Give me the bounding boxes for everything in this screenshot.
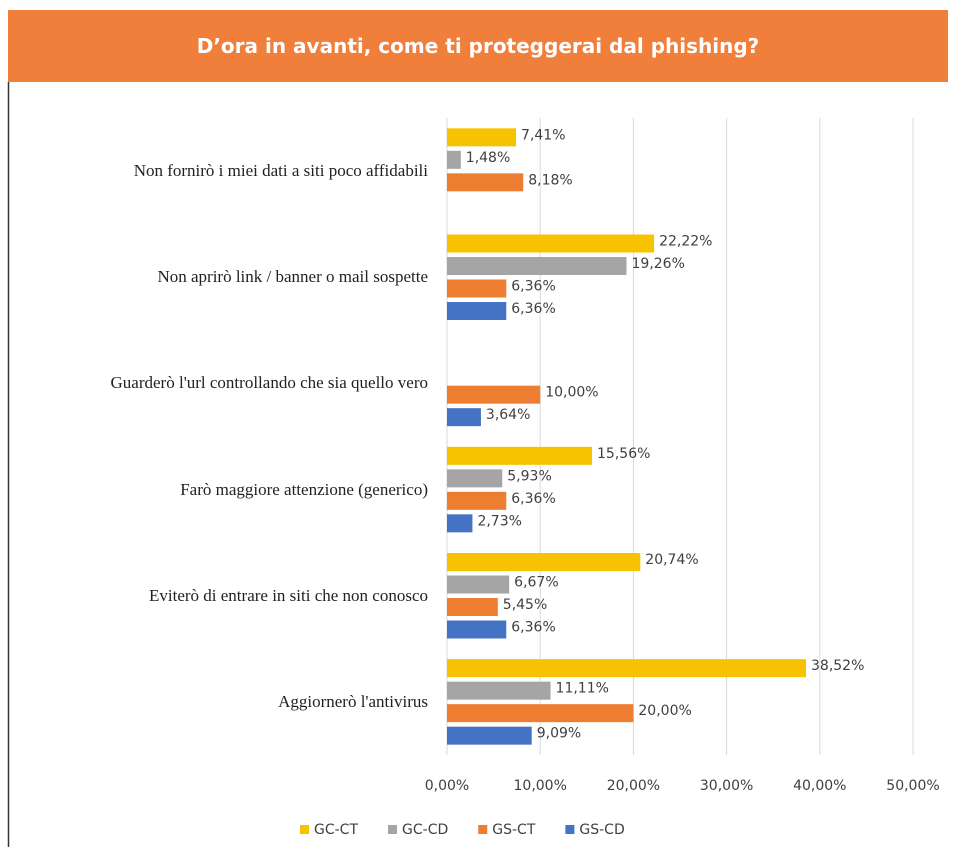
bar <box>447 234 655 253</box>
legend-label: GS-CT <box>492 822 536 838</box>
category-text: Non aprirò link / banner o mail sospette <box>157 267 428 287</box>
value-label: 38,52% <box>811 658 864 674</box>
value-label: 20,74% <box>645 552 698 568</box>
bar <box>447 408 481 427</box>
category-text: Eviterò di entrare in siti che non conos… <box>149 585 428 605</box>
value-label: 6,67% <box>514 575 558 591</box>
value-label: 3,64% <box>486 407 530 423</box>
value-label: 6,36% <box>511 491 555 507</box>
bar <box>447 659 807 678</box>
bar <box>447 704 634 723</box>
value-label: 9,09% <box>537 726 581 742</box>
bar <box>447 514 473 533</box>
category-text: Non fornirò i miei dati a siti poco affi… <box>133 161 428 181</box>
legend-label: GC-CD <box>402 822 448 838</box>
legend-swatch <box>388 825 398 834</box>
chart-title: D’ora in avanti, come ti proteggerai dal… <box>8 10 948 82</box>
value-label: 6,36% <box>511 620 555 636</box>
value-label: 6,36% <box>511 301 555 317</box>
value-label: 15,56% <box>597 446 650 462</box>
value-label: 22,22% <box>659 234 712 250</box>
bar <box>447 575 510 594</box>
category-label: Non fornirò i miei dati a siti poco affi… <box>10 126 428 216</box>
legend-label: GS-CD <box>579 822 624 838</box>
legend-swatch <box>565 825 575 834</box>
x-tick-label: 30,00% <box>700 778 753 794</box>
legend-swatch <box>478 825 488 834</box>
bar <box>447 173 524 192</box>
category-label: Aggiornerò l'antivirus <box>10 657 428 747</box>
bar <box>447 446 593 465</box>
x-tick-label: 10,00% <box>514 778 567 794</box>
value-label: 2,73% <box>477 513 521 529</box>
bar <box>447 469 503 488</box>
category-label: Non aprirò link / banner o mail sospette <box>10 232 428 322</box>
x-tick-label: 40,00% <box>793 778 846 794</box>
bar <box>447 681 551 700</box>
value-label: 11,11% <box>556 681 609 697</box>
bar <box>447 150 461 169</box>
category-text: Farò maggiore attenzione (generico) <box>180 479 428 499</box>
legend-label: GC-CT <box>314 822 358 838</box>
category-label: Farò maggiore attenzione (generico) <box>10 445 428 535</box>
bar <box>447 279 507 298</box>
value-label: 6,36% <box>511 279 555 295</box>
value-label: 5,45% <box>503 597 547 613</box>
bar <box>447 620 507 639</box>
bar <box>447 598 498 616</box>
bar <box>447 726 532 745</box>
category-text: Aggiornerò l'antivirus <box>278 691 428 711</box>
x-tick-label: 20,00% <box>607 778 660 794</box>
x-tick-label: 50,00% <box>886 778 939 794</box>
value-label: 10,00% <box>545 385 598 401</box>
value-label: 7,41% <box>521 127 565 143</box>
bar <box>447 491 507 510</box>
category-text: Guarderò l'url controllando che sia quel… <box>110 373 428 393</box>
value-label: 1,48% <box>466 150 510 166</box>
bar <box>447 553 641 571</box>
bar <box>447 385 541 404</box>
value-label: 8,18% <box>528 172 572 188</box>
category-label: Eviterò di entrare in siti che non conos… <box>10 551 428 641</box>
bar <box>447 128 517 147</box>
value-label: 20,00% <box>638 703 691 719</box>
x-tick-label: 0,00% <box>425 778 469 794</box>
bar <box>447 302 507 320</box>
value-label: 19,26% <box>632 256 685 272</box>
value-label: 5,93% <box>507 468 551 484</box>
category-label: Guarderò l'url controllando che sia quel… <box>10 338 428 428</box>
legend-swatch <box>300 825 309 834</box>
bar <box>447 257 627 275</box>
